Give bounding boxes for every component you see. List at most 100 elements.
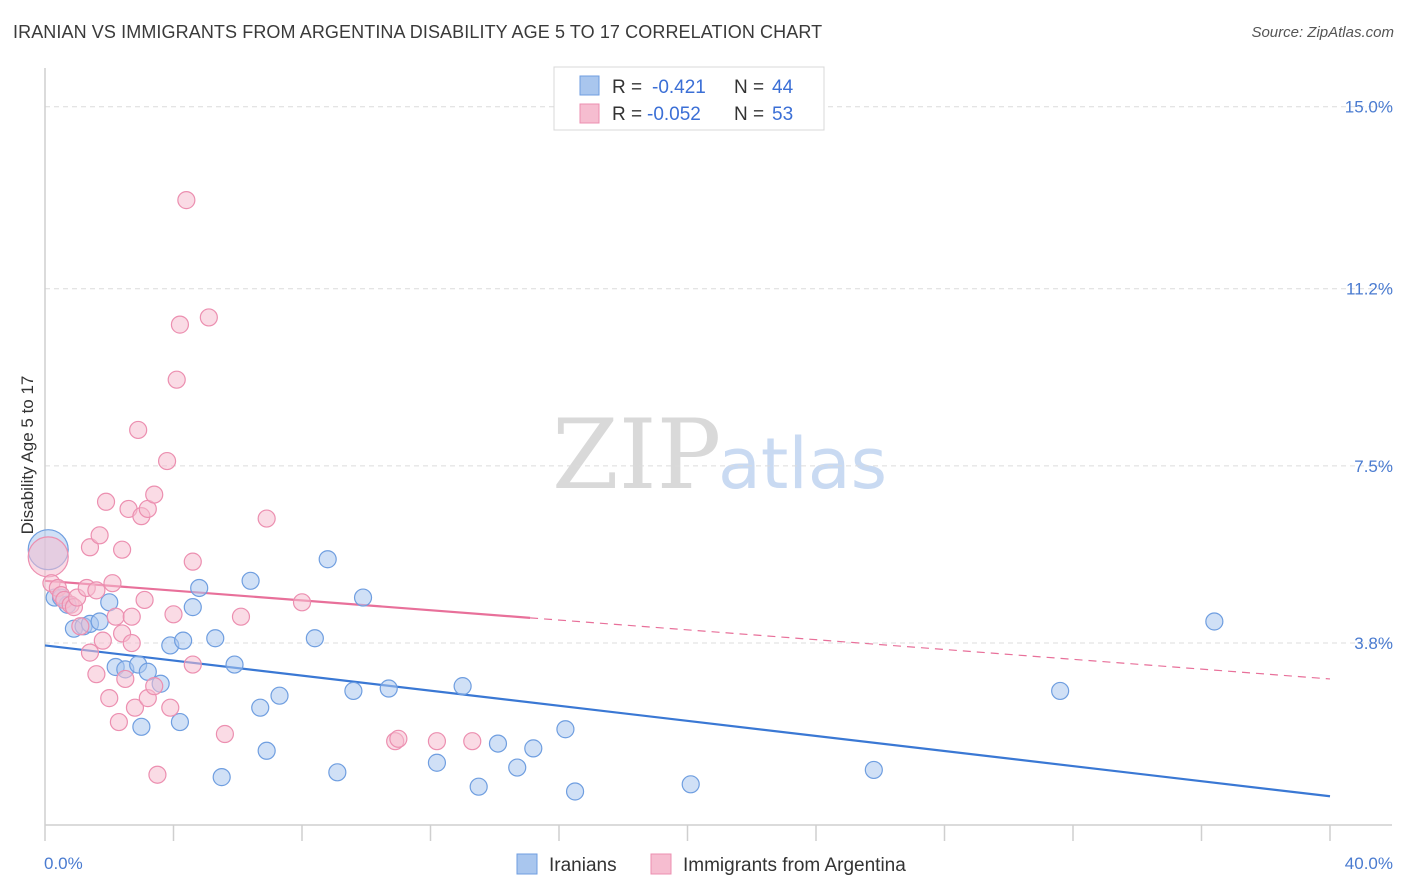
point-argentina-10 xyxy=(80,643,100,662)
correlation-legend: R = -0.421 N = 44 R = -0.052 N = 53 xyxy=(553,66,825,131)
point-argentina-37 xyxy=(161,698,180,717)
point-argentina-17 xyxy=(100,689,119,708)
y-tick-label-3: 15.0% xyxy=(1345,98,1393,117)
series-legend: Iranians Immigrants from Argentina xyxy=(516,853,906,876)
point-argentina-48 xyxy=(292,593,312,612)
point-argentina-18 xyxy=(103,574,122,593)
point-argentina-50 xyxy=(389,729,408,748)
legend-n-label-1: N = xyxy=(734,77,764,98)
legend-r-value-1: -0.421 xyxy=(652,77,706,98)
legend-n-value-2: 53 xyxy=(772,104,793,125)
bottom-legend-label-iranians: Iranians xyxy=(549,855,617,876)
point-iranian-35 xyxy=(469,777,488,796)
point-iranian-39 xyxy=(556,720,575,739)
point-argentina-51 xyxy=(427,732,447,751)
trend-line-argentina-solid xyxy=(44,579,531,619)
point-argentina-45 xyxy=(215,724,234,744)
point-iranian-40 xyxy=(565,782,585,801)
point-iranian-34 xyxy=(453,677,472,696)
point-argentina-46 xyxy=(231,607,251,626)
point-iranian-37 xyxy=(508,758,527,777)
x-tick-label-0: 0.0% xyxy=(44,854,83,873)
watermark-atlas: atlas xyxy=(718,423,887,505)
legend-r-label-2: R = xyxy=(612,104,642,125)
legend-swatch-iranians xyxy=(579,75,600,96)
point-iranian-42 xyxy=(864,760,883,780)
watermark-zip: ZIP xyxy=(552,399,721,511)
point-iranian-41 xyxy=(681,775,700,794)
point-argentina-12 xyxy=(87,665,106,684)
point-iranian-28 xyxy=(318,550,337,569)
legend-n-value-1: 44 xyxy=(772,77,794,98)
point-iranian-7 xyxy=(90,612,109,631)
point-argentina-8 xyxy=(71,617,90,636)
legend-swatch-argentina xyxy=(579,103,600,124)
point-iranian-17 xyxy=(174,631,193,650)
point-argentina-14 xyxy=(90,526,109,545)
point-argentina-26 xyxy=(122,607,141,626)
bottom-legend-swatch-argentina xyxy=(650,853,672,875)
point-iranian-20 xyxy=(206,629,225,648)
point-iranian-33 xyxy=(427,753,447,772)
point-iranian-24 xyxy=(251,698,270,717)
x-tick-labels: 0.0% 40.0% xyxy=(44,854,1393,873)
point-iranian-30 xyxy=(353,588,373,607)
point-argentina-43 xyxy=(183,552,202,571)
point-iranian-32 xyxy=(379,679,398,698)
point-argentina-20 xyxy=(109,712,128,732)
point-argentina-47 xyxy=(257,509,276,528)
point-iranian-43 xyxy=(1051,681,1070,701)
point-iranian-23 xyxy=(241,571,260,590)
point-argentina-39 xyxy=(167,370,186,389)
point-iranian-27 xyxy=(305,629,324,648)
point-iranian-12 xyxy=(132,717,151,736)
bottom-legend-swatch-iranians xyxy=(516,853,538,875)
point-iranian-22 xyxy=(225,655,244,674)
point-argentina-16 xyxy=(96,492,116,511)
legend-r-value-2: -0.052 xyxy=(647,104,701,125)
legend-r-label-1: R = xyxy=(612,77,642,98)
axes xyxy=(44,68,1392,841)
point-iranian-18 xyxy=(183,598,202,617)
point-argentina-34 xyxy=(145,485,164,504)
point-argentina-19 xyxy=(106,607,125,626)
y-tick-label-1: 7.5% xyxy=(1354,457,1393,476)
point-iranian-16 xyxy=(170,712,190,732)
chart-title: IRANIAN VS IMMIGRANTS FROM ARGENTINA DIS… xyxy=(13,22,823,42)
point-argentina-44 xyxy=(199,308,218,327)
y-axis-label: Disability Age 5 to 17 xyxy=(18,376,37,535)
point-argentina-38 xyxy=(164,605,183,624)
trend-line-iranians xyxy=(44,644,1331,798)
point-argentina-35 xyxy=(148,765,167,784)
point-argentina-0 xyxy=(27,536,69,578)
y-tick-label-0: 3.8% xyxy=(1354,634,1393,653)
trend-line-argentina-dashed xyxy=(530,617,1331,680)
point-argentina-11 xyxy=(80,538,100,557)
point-iranian-26 xyxy=(270,686,289,705)
point-argentina-23 xyxy=(116,669,135,689)
point-iranian-19 xyxy=(190,578,209,598)
point-iranian-36 xyxy=(488,734,508,753)
bottom-legend-label-argentina: Immigrants from Argentina xyxy=(683,855,906,876)
trend-lines xyxy=(44,579,1331,798)
grid-lines xyxy=(45,106,1392,644)
point-iranian-38 xyxy=(524,739,543,758)
point-argentina-52 xyxy=(463,732,482,751)
point-argentina-41 xyxy=(177,191,196,210)
point-argentina-28 xyxy=(129,420,148,440)
point-iranian-25 xyxy=(257,741,276,760)
chart-source: Source: ZipAtlas.com xyxy=(1251,24,1394,41)
data-points xyxy=(27,191,1224,801)
point-argentina-15 xyxy=(93,631,112,650)
point-iranian-44 xyxy=(1205,612,1224,631)
x-tick-label-1: 40.0% xyxy=(1345,854,1393,873)
point-argentina-36 xyxy=(157,451,177,471)
point-argentina-22 xyxy=(112,540,132,559)
point-iranian-29 xyxy=(328,763,347,782)
legend-n-label-2: N = xyxy=(734,104,764,125)
point-argentina-13 xyxy=(87,581,106,600)
y-tick-labels: 3.8% 7.5% 11.2% 15.0% xyxy=(1345,98,1393,653)
point-iranian-31 xyxy=(344,681,363,701)
point-iranian-21 xyxy=(212,768,231,787)
